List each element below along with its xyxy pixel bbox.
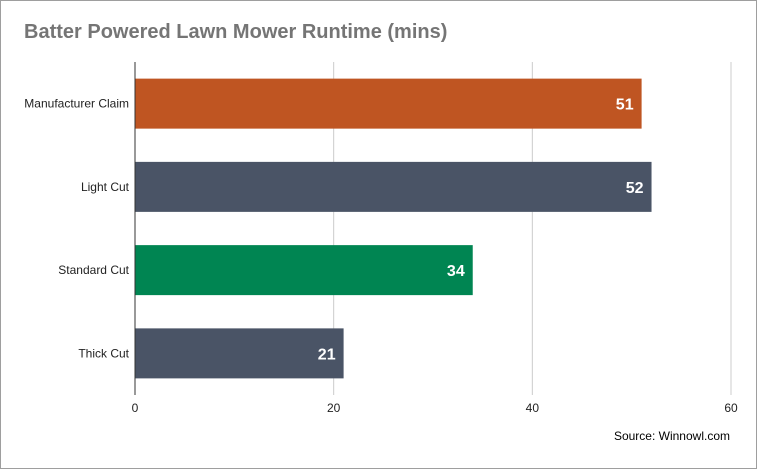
x-tick-label: 60 [724, 401, 738, 415]
y-category-label: Thick Cut [78, 346, 129, 360]
x-tick-label: 40 [526, 401, 540, 415]
bar [135, 161, 652, 212]
source-note: Source: Winnowl.com [613, 429, 730, 443]
bar [135, 78, 642, 129]
bar-data-label: 21 [318, 346, 336, 363]
bar-data-label: 51 [616, 97, 634, 114]
y-category-label: Manufacturer Claim [24, 97, 129, 111]
bar [135, 245, 473, 296]
y-category-label: Standard Cut [58, 263, 129, 277]
bar [135, 328, 344, 379]
chart-title: Batter Powered Lawn Mower Runtime (mins) [24, 21, 448, 43]
y-category-label: Light Cut [81, 180, 130, 194]
bar-data-label: 52 [626, 180, 644, 197]
bar-data-label: 34 [447, 263, 465, 280]
x-tick-label: 0 [132, 401, 139, 415]
x-tick-label: 20 [327, 401, 341, 415]
